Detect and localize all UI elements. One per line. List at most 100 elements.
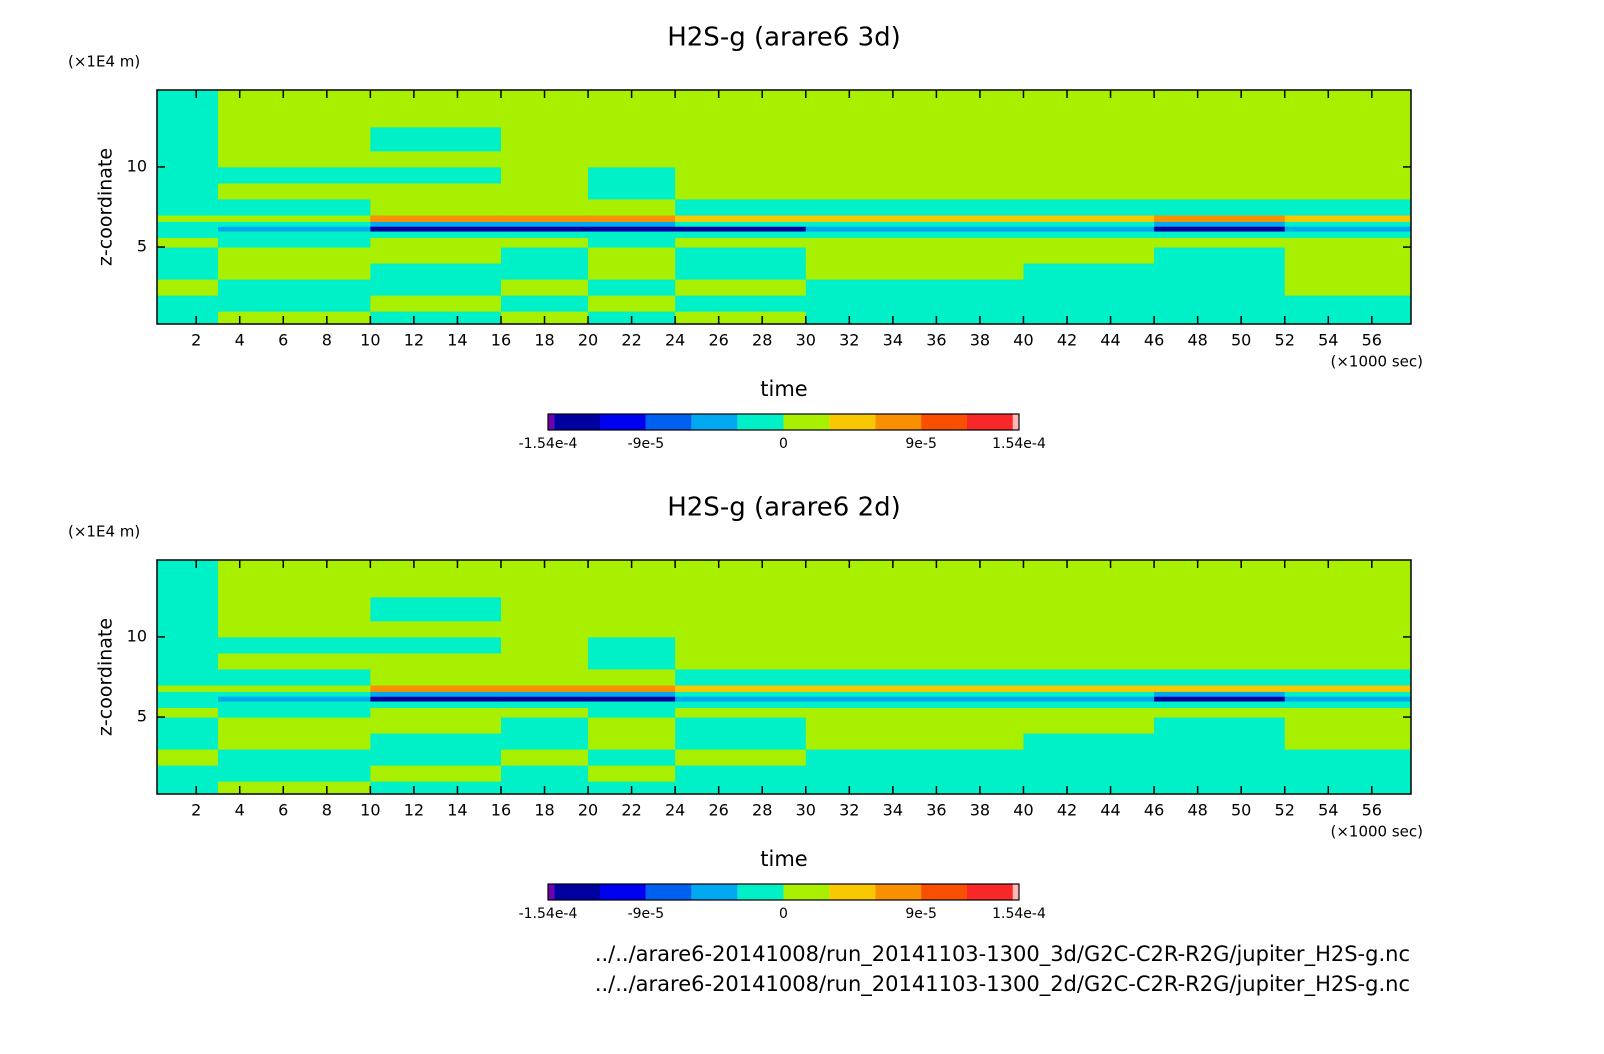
contour-cell <box>675 781 807 794</box>
contour-cell <box>675 701 807 708</box>
x-tick-label: 42 <box>1057 331 1077 350</box>
contour-cell <box>370 150 502 168</box>
contour-cell <box>675 685 807 692</box>
contour-cell <box>370 90 502 128</box>
y-axis-label: z-coordinate <box>95 148 117 266</box>
contour-cell <box>805 182 1024 200</box>
x-tick-label: 48 <box>1187 331 1207 350</box>
contour-cell <box>500 691 589 697</box>
contour-cell <box>217 668 371 686</box>
colorbar-tick-label: -1.54e-4 <box>519 906 578 922</box>
y-tick-label: 5 <box>137 707 147 726</box>
contour-cell <box>805 701 1024 708</box>
contour-cell <box>1154 231 1286 238</box>
contour-cell <box>157 749 219 766</box>
contour-cell <box>588 596 676 622</box>
contour-cell <box>500 182 589 200</box>
contour-cell <box>1023 652 1155 670</box>
contour-cell <box>1284 696 1411 702</box>
contour-cell <box>217 279 371 296</box>
contour-cell <box>805 691 1024 697</box>
x-unit: (×1000 sec) <box>1330 353 1423 371</box>
contour-cell <box>805 696 1024 702</box>
contour-cell <box>500 696 589 702</box>
x-tick-label: 14 <box>447 331 467 350</box>
field <box>157 560 1411 794</box>
x-tick-label: 8 <box>322 801 332 820</box>
contour-cell <box>1154 668 1286 686</box>
contour-cell <box>370 221 502 227</box>
contour-cell <box>157 685 219 692</box>
contour-cell <box>675 707 807 718</box>
contour-cell <box>370 707 502 718</box>
contour-cell <box>588 182 676 200</box>
x-tick-label: 20 <box>578 331 598 350</box>
colorbar-tick-label: 9e-5 <box>905 906 936 922</box>
contour-cell <box>1154 90 1286 128</box>
contour-cell <box>675 691 807 697</box>
contour-cell <box>217 707 371 718</box>
contour-cell <box>588 691 676 697</box>
contour-cell <box>805 636 1024 654</box>
contour-cell <box>805 668 1024 686</box>
contour-cell <box>805 237 1024 248</box>
x-tick-label: 42 <box>1057 801 1077 820</box>
contour-cell <box>1023 696 1155 702</box>
contour-cell <box>588 237 676 248</box>
contour-cell <box>500 620 589 638</box>
contour-cell <box>370 781 502 794</box>
contour-cell <box>1023 182 1155 200</box>
contour-cell <box>805 150 1024 168</box>
y-tick-label: 5 <box>137 237 147 256</box>
contour-cell <box>217 685 371 692</box>
contour-cell <box>157 198 219 216</box>
contour-cell <box>805 685 1024 692</box>
contour-cell <box>588 685 676 692</box>
contour-cell <box>588 652 676 670</box>
contour-cell <box>1154 215 1286 222</box>
contour-cell <box>588 696 676 702</box>
contour-cell <box>157 231 219 238</box>
contour-cell <box>805 221 1024 227</box>
contour-cell <box>500 685 589 692</box>
contour-cell <box>1154 263 1286 280</box>
colorbar-tick-label: -1.54e-4 <box>519 436 578 452</box>
contour-cell <box>1154 620 1286 638</box>
contour-cell <box>805 560 1024 598</box>
contour-cell <box>1284 231 1411 238</box>
contour-cell <box>805 295 1024 312</box>
x-tick-label: 12 <box>404 801 424 820</box>
x-tick-label: 4 <box>235 331 245 350</box>
contour-cell <box>588 215 676 222</box>
x-tick-label: 28 <box>752 331 772 350</box>
contour-cell <box>588 150 676 168</box>
contour-cell <box>1154 701 1286 708</box>
contour-cell <box>588 717 676 734</box>
x-tick-label: 2 <box>191 331 201 350</box>
contour-cell <box>1154 652 1286 670</box>
contour-cell <box>805 596 1024 622</box>
contour-cell <box>588 707 676 718</box>
contour-cell <box>1154 279 1286 296</box>
contour-cell <box>805 231 1024 238</box>
contour-cell <box>1154 765 1286 782</box>
contour-cell <box>675 237 807 248</box>
colorbar-segment <box>691 884 738 900</box>
x-tick-label: 44 <box>1100 331 1120 350</box>
contour-cell <box>157 596 219 622</box>
contour-cell <box>1284 652 1411 670</box>
contour-cell <box>675 90 807 128</box>
colorbar-segment <box>875 414 922 430</box>
contour-cell <box>157 263 219 280</box>
y-unit: (×1E4 m) <box>68 53 140 71</box>
colorbar-segment <box>783 414 830 430</box>
contour-cell <box>217 560 371 598</box>
contour-cell <box>675 636 807 654</box>
contour-cell <box>1284 717 1411 734</box>
contour-cell <box>157 691 219 697</box>
contour-cell <box>157 215 219 222</box>
contour-cell <box>1023 231 1155 238</box>
contour-cell <box>1023 215 1155 222</box>
contour-cell <box>157 295 219 312</box>
